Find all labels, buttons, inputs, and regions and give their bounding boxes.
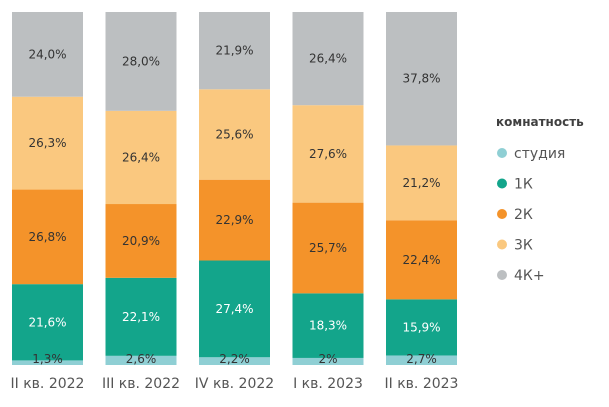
segment-label-1-4: 2% [318,352,337,366]
legend: комнатность студия 1К 2К 3К 4К+ [496,115,584,284]
segment-label-1-3: 2,2% [219,352,250,366]
segment-label-2-2: 22,1% [122,310,160,324]
segment-label-4-3: 25,6% [215,127,253,141]
segment-label-4-4: 27,6% [309,147,347,161]
legend-label-2: 1К [514,177,533,193]
bar-segment-3-3 [199,179,270,261]
segment-label-2-3: 27,4% [215,302,253,316]
bar-segment-4-5 [386,145,457,221]
bar-segment-5-2 [105,12,177,111]
segment-label-3-3: 22,9% [215,213,253,227]
segment-label-1-5: 2,7% [406,352,437,366]
segment-label-5-5: 37,8% [402,72,440,86]
category-label-2: III кв. 2022 [102,376,180,392]
legend-marker-5 [497,270,507,280]
segment-label-3-1: 26,8% [28,230,66,244]
segment-label-5-1: 24,0% [28,47,66,61]
segment-label-4-5: 21,2% [402,176,440,190]
bar-segment-2-1 [12,284,83,361]
bar-segment-5-4 [292,12,364,106]
bar-segment-4-1 [12,96,83,190]
legend-label-5: 4К+ [514,268,545,284]
bar-segment-1-1 [12,360,83,365]
bar-segment-3-4 [292,202,364,294]
segment-label-5-2: 28,0% [122,54,160,68]
segment-labels-group: 1,3% 21,6% 26,8% 26,3% 24,0% 2,6% 22,1% 20,9% 26… [28,44,440,366]
bar-segment-3-2 [105,204,177,278]
legend-label-1: студия [514,146,565,162]
bar-segment-1-5 [386,355,457,365]
bar-segment-1-2 [105,355,177,365]
segment-label-5-4: 26,4% [309,52,347,66]
bar-segment-2-5 [386,299,457,356]
category-label-3: IV кв. 2022 [195,376,274,392]
bar-segment-5-3 [199,12,270,90]
bar-segment-1-3 [199,357,270,365]
category-label-5: II кв. 2023 [385,376,459,392]
segment-label-4-1: 26,3% [28,136,66,150]
bars-group [12,12,457,365]
segment-label-1-2: 2,6% [126,352,157,366]
legend-marker-4 [497,239,507,250]
legend-title: комнатность [496,115,584,129]
category-label-4: I кв. 2023 [293,376,363,392]
bar-segment-1-4 [292,357,364,365]
bar-segment-4-4 [292,105,364,203]
segment-label-1-1: 1,3% [32,352,63,366]
segment-label-5-3: 21,9% [215,44,253,58]
bar-segment-2-2 [105,277,177,356]
legend-marker-2 [497,178,507,189]
segment-label-4-2: 26,4% [122,150,160,164]
bar-segment-5-1 [12,12,83,97]
segment-label-3-5: 22,4% [402,253,440,267]
legend-label-4: 3К [514,238,533,254]
bar-segment-2-4 [292,293,364,358]
category-label-1: II кв. 2022 [11,376,85,392]
bar-segment-4-3 [199,89,270,180]
segment-label-2-4: 18,3% [309,319,347,333]
bar-segment-4-2 [105,110,177,205]
legend-marker-3 [497,209,507,219]
bar-segment-3-5 [386,220,457,300]
legend-marker-1 [497,148,507,158]
category-labels-group: II кв. 2022 III кв. 2022 IV кв. 2022 I кв. … [11,376,459,392]
segment-label-2-5: 15,9% [402,320,440,334]
legend-label-3: 2К [514,207,533,223]
bar-segment-2-3 [199,260,270,358]
segment-label-3-4: 25,7% [309,241,347,255]
segment-label-3-2: 20,9% [122,234,160,248]
segment-label-2-1: 21,6% [28,315,66,329]
bar-segment-5-5 [386,12,457,146]
bar-segment-3-1 [12,189,83,285]
